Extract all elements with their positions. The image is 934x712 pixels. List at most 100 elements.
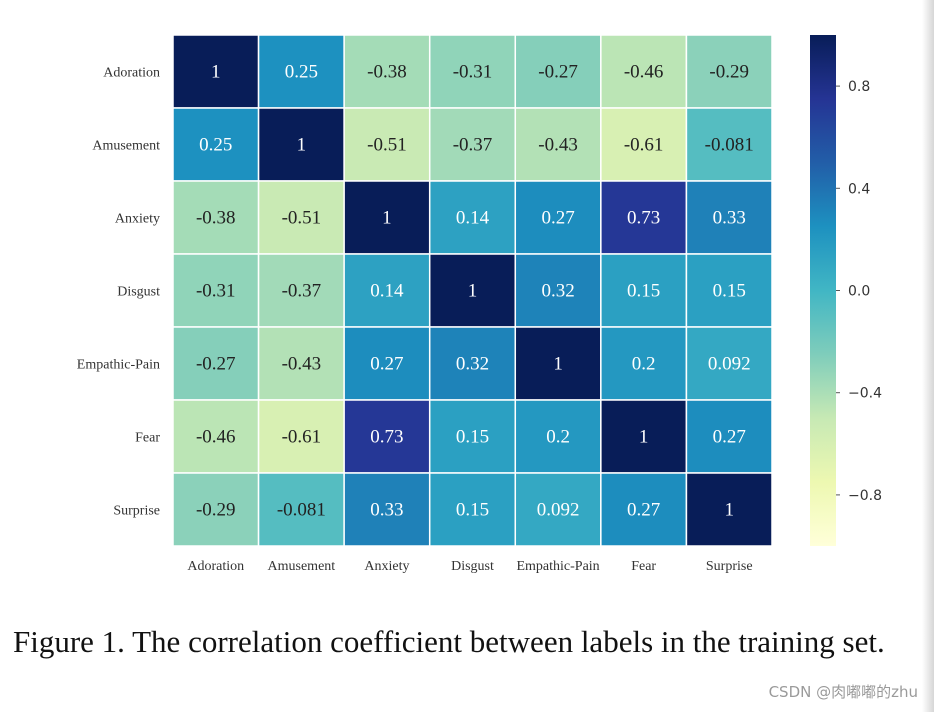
heatmap-cell [685, 253, 773, 328]
col-tick-label: Amusement [268, 559, 336, 574]
heatmap-cell [685, 472, 773, 547]
heatmap-cell-value: -0.37 [453, 135, 493, 156]
heatmap-cell [685, 399, 773, 474]
correlation-heatmap: 1 0.25 -0.38 -0.31 -0.27 -0.46 -0.29 0.25 1 -0.51… [77, 34, 882, 574]
heatmap-cell [172, 472, 260, 547]
heatmap-cell-value: 0.33 [370, 500, 403, 521]
csdn-watermark: CSDN @肉嘟嘟的zhu [768, 683, 918, 701]
heatmap-cell [514, 399, 602, 474]
heatmap-row-labels: Adoration Amusement Anxiety Disgust Empathic… [77, 66, 161, 519]
colorbar-tick-label: 0.4 [848, 181, 870, 197]
heatmap-cell [343, 472, 431, 547]
heatmap-cell [172, 34, 260, 109]
heatmap-cell [685, 180, 773, 255]
heatmap-cell-value: 0.15 [713, 281, 746, 302]
heatmap-cell-value: -0.38 [367, 62, 407, 83]
heatmap-cell [172, 326, 260, 401]
heatmap-cell [343, 180, 431, 255]
heatmap-cell [257, 253, 345, 328]
heatmap-cell-value: 0.2 [632, 354, 656, 375]
col-tick-label: Empathic-Pain [516, 559, 599, 574]
heatmap-cells [172, 34, 773, 547]
heatmap-cell-value: 0.092 [537, 500, 580, 521]
heatmap-cell-value: -0.51 [282, 208, 322, 229]
heatmap-cell-value: 0.15 [456, 427, 489, 448]
heatmap-cell-value: -0.51 [367, 135, 407, 156]
colorbar [810, 35, 836, 546]
heatmap-cell-value: 0.33 [713, 208, 746, 229]
heatmap-cell [600, 472, 688, 547]
heatmap-col-labels: Adoration Amusement Anxiety Disgust Empathic… [187, 559, 752, 574]
heatmap-cell-value: -0.27 [538, 62, 578, 83]
colorbar-tick-label: −0.4 [848, 386, 882, 402]
heatmap-cell [428, 399, 517, 474]
heatmap-cell-value: 1 [297, 135, 307, 156]
col-tick-label: Adoration [187, 559, 244, 574]
heatmap-cell-value: 1 [468, 281, 478, 302]
col-tick-label: Disgust [451, 559, 494, 574]
heatmap-cell-value: 0.2 [546, 427, 570, 448]
heatmap-cell [172, 253, 260, 328]
row-tick-label: Adoration [103, 66, 160, 81]
heatmap-cell-value: 0.15 [456, 500, 489, 521]
heatmap-cell-value: -0.37 [282, 281, 322, 302]
heatmap-cell-value: 0.27 [541, 208, 574, 229]
row-tick-label: Amusement [92, 139, 160, 154]
heatmap-cell-value: -0.43 [282, 354, 322, 375]
heatmap-cell [600, 253, 688, 328]
heatmap-cell-value: -0.43 [538, 135, 578, 156]
heatmap-cell-value: 0.27 [627, 500, 660, 521]
row-tick-label: Disgust [117, 285, 160, 300]
heatmap-cell-value: 1 [639, 427, 649, 448]
heatmap-cell [343, 326, 431, 401]
heatmap-cell-value: 0.32 [541, 281, 574, 302]
row-tick-label: Anxiety [115, 212, 160, 227]
heatmap-cell-value: -0.46 [624, 62, 664, 83]
heatmap-cell-value: 1 [382, 208, 392, 229]
heatmap-cell-value: 0.14 [370, 281, 404, 302]
heatmap-cell-value: 0.27 [713, 427, 746, 448]
figure-caption: Figure 1. The correlation coefficient be… [13, 624, 885, 659]
heatmap-cell-value: 0.14 [456, 208, 490, 229]
heatmap-cell [257, 180, 345, 255]
heatmap-cell-value: -0.46 [196, 427, 236, 448]
heatmap-cell [343, 34, 431, 109]
heatmap-cell-value: 0.092 [708, 354, 751, 375]
row-tick-label: Surprise [113, 504, 160, 519]
heatmap-cell-value: 1 [724, 500, 734, 521]
col-tick-label: Fear [631, 559, 656, 574]
row-tick-label: Fear [135, 431, 160, 446]
heatmap-cell [343, 107, 431, 182]
colorbar-tick-label: 0.0 [848, 284, 870, 300]
heatmap-cell-value: -0.081 [705, 135, 754, 156]
row-tick-label: Empathic-Pain [77, 358, 160, 373]
heatmap-cell-value: 1 [553, 354, 563, 375]
colorbar-tick-label: 0.8 [848, 79, 870, 95]
heatmap-cell-value: -0.38 [196, 208, 236, 229]
heatmap-cell-value: -0.61 [624, 135, 664, 156]
heatmap-cell-value: 0.73 [370, 427, 403, 448]
heatmap-cell-value: -0.61 [282, 427, 322, 448]
heatmap-cell-value: -0.081 [277, 500, 326, 521]
heatmap-cell [428, 472, 517, 547]
heatmap-cell [428, 253, 517, 328]
heatmap-cell [257, 34, 345, 109]
heatmap-cell-value: -0.29 [709, 62, 749, 83]
heatmap-cell [685, 107, 773, 182]
heatmap-cell-value: 0.25 [199, 135, 232, 156]
heatmap-cell-value: -0.29 [196, 500, 236, 521]
heatmap-cell [514, 107, 602, 182]
heatmap-cell-value: 0.27 [370, 354, 403, 375]
page-edge-shadow [922, 0, 934, 712]
col-tick-label: Surprise [706, 559, 753, 574]
heatmap-cell [600, 180, 688, 255]
heatmap-cell-value: -0.31 [196, 281, 236, 302]
heatmap-cell-value: 0.32 [456, 354, 489, 375]
heatmap-cell-value: 0.73 [627, 208, 660, 229]
colorbar-ticks: 0.8 0.4 0.0 −0.4 −0.8 [836, 79, 882, 504]
heatmap-cell-value: 0.15 [627, 281, 660, 302]
heatmap-cell [257, 399, 345, 474]
heatmap-cell-value: -0.31 [453, 62, 493, 83]
heatmap-cell-value: 0.25 [285, 62, 318, 83]
